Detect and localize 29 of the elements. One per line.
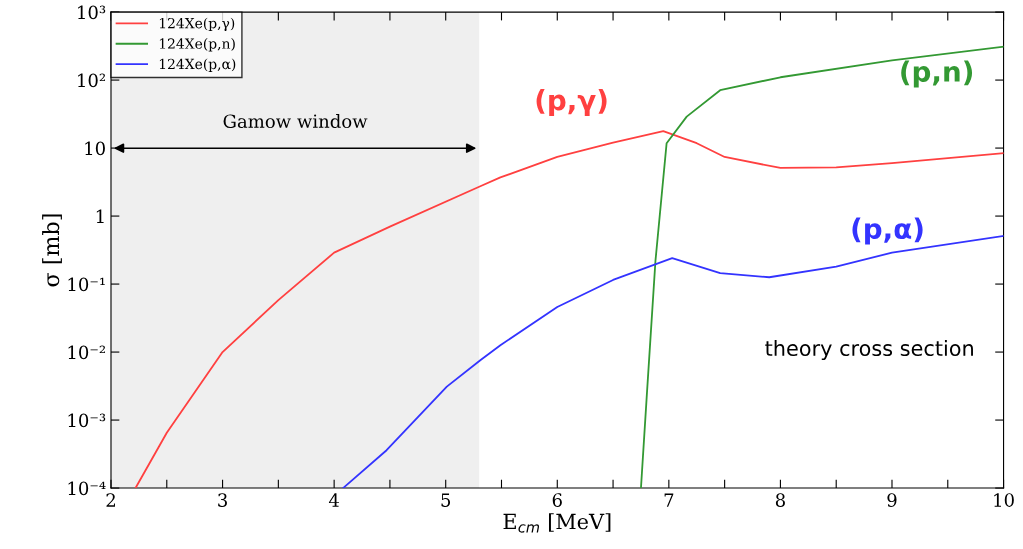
annotation: theory cross section <box>765 339 973 361</box>
y-tick-label: 10⁻² <box>68 345 105 360</box>
annotation: (p,α) <box>852 217 923 245</box>
y-tick-label: 10² <box>78 73 105 88</box>
x-tick-label: 2 <box>106 493 115 507</box>
x-tick-label: 10 <box>994 493 1014 507</box>
line-series <box>134 130 1004 489</box>
x-tick-label: 4 <box>328 493 339 507</box>
annotation: (p,n) <box>901 60 973 88</box>
legend-label: 124Xe(p,γ) <box>159 17 235 32</box>
y-tick-label: 10⁻¹ <box>68 277 105 292</box>
x-tick-label: 6 <box>552 493 562 507</box>
legend-label: 124Xe(p,n) <box>159 38 235 52</box>
x-tick-label: 3 <box>218 493 227 507</box>
y-tick-label: 10⁻³ <box>68 413 106 428</box>
legend-label: 124Xe(p,α) <box>159 58 236 72</box>
y-axis-title: σ [mb] <box>42 214 62 287</box>
x-tick-label: 5 <box>441 493 451 507</box>
line-series <box>640 45 1004 489</box>
annotation: (p,γ) <box>536 89 607 116</box>
band-label: Gamow window <box>223 114 368 129</box>
x-tick-label: 8 <box>775 493 785 507</box>
y-tick-label: 10 <box>85 141 105 156</box>
y-tick-label: 1 <box>96 209 104 223</box>
x-axis-title: E$_{cm}$ [MeV] <box>503 513 611 533</box>
x-tick-label: 9 <box>887 493 897 507</box>
y-tick-label: 10⁻⁴ <box>68 481 106 496</box>
y-tick-label: 10³ <box>78 5 106 20</box>
x-tick-label: 7 <box>664 493 674 507</box>
